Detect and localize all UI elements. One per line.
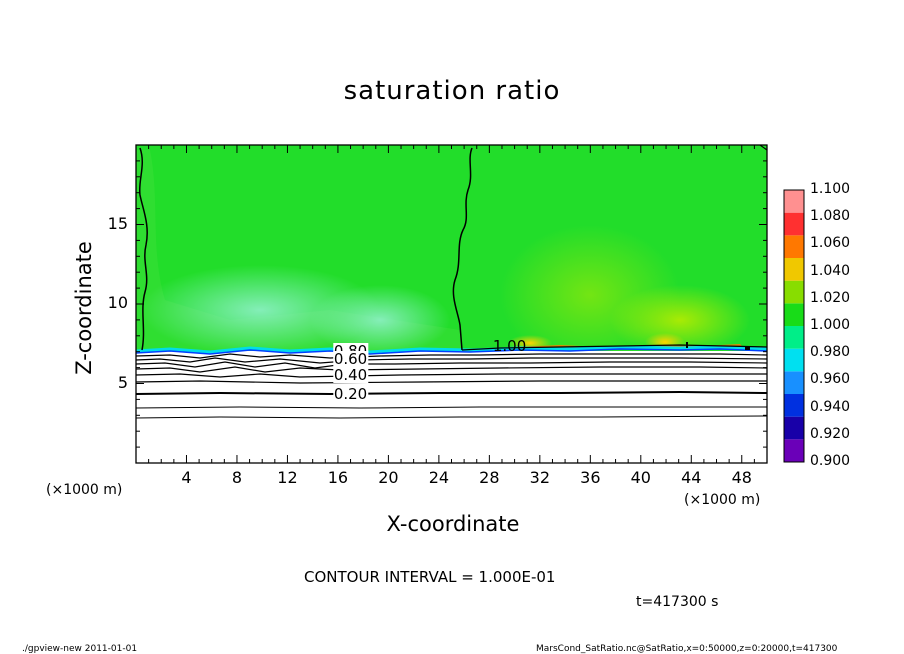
right-yellow-glow-2	[610, 285, 750, 355]
contour-1.00-base	[461, 344, 768, 351]
colorbar-label: 0.980	[810, 344, 851, 361]
contour-1.00-corner	[759, 144, 768, 151]
colorbar-label: 0.960	[810, 371, 851, 388]
colorbar-label: 0.940	[810, 398, 851, 415]
colorbar-label: 1.060	[810, 235, 851, 252]
contour-label: 1.00	[492, 336, 527, 355]
x-tick-label: 48	[731, 468, 752, 487]
colorbar-swatch	[784, 348, 804, 372]
axis-ticks	[136, 145, 767, 463]
colorbar-frame	[783, 189, 805, 463]
colorbar-swatch	[784, 280, 804, 304]
x-unit-label-right: (×1000 m)	[684, 492, 761, 508]
contour-label: 0.60	[332, 349, 369, 368]
contour-interval-text: CONTOUR INTERVAL = 1.000E-01	[304, 568, 556, 586]
x-tick-label: 4	[181, 468, 192, 487]
colorbar-swatch	[784, 439, 804, 462]
x-tick-label: 36	[580, 468, 601, 487]
y-tick-label: 10	[107, 293, 128, 312]
colorbar-swatch	[784, 394, 804, 417]
colorbar	[783, 189, 805, 463]
chart-title: saturation ratio	[343, 76, 561, 106]
colorbar-swatch	[784, 190, 804, 213]
x-unit-label-left: (×1000 m)	[46, 482, 123, 498]
x-tick-label: 32	[529, 468, 551, 487]
cloud-base-blue	[135, 348, 768, 355]
x-tick-label: 8	[231, 468, 243, 487]
contour-label: 0.20	[332, 384, 369, 403]
colorbar-label: 0.920	[810, 425, 851, 442]
x-tick-label: 28	[479, 468, 500, 487]
colorbar-label: 1.020	[810, 289, 851, 306]
footer-file-spec: MarsCond_SatRatio.nc@SatRatio,x=0:50000,…	[536, 644, 838, 654]
x-tick-label: 40	[630, 468, 651, 487]
y-axis-label: Z-coordinate	[72, 241, 96, 375]
x-tick-label: 12	[277, 468, 298, 487]
y-tick-label: 15	[107, 213, 128, 233]
contour-1.00-left	[138, 147, 148, 351]
y-tick-label: 5	[117, 372, 128, 392]
contour-specks	[686, 342, 750, 350]
colorbar-swatch	[784, 303, 804, 326]
footer-program-date: ./gpview-new 2011-01-01	[22, 644, 138, 654]
colorbar-swatch	[784, 212, 804, 236]
time-stamp: t=417300 s	[636, 594, 719, 610]
colorbar-label: 1.080	[810, 208, 851, 225]
colorbar-label: 1.100	[810, 181, 851, 197]
x-tick-label: 16	[327, 468, 349, 487]
colorbar-label: 1.040	[810, 262, 851, 279]
colorbar-swatch	[784, 371, 804, 394]
colorbar-swatch	[784, 416, 804, 440]
cloud-base-cyan	[135, 345, 768, 354]
contour-label: 0.40	[332, 365, 369, 384]
x-tick-label: 20	[378, 468, 399, 487]
x-tick-label: 24	[428, 468, 450, 487]
colorbar-swatch	[784, 235, 804, 258]
x-axis-label: X-coordinate	[386, 512, 520, 536]
colorbar-label: 1.000	[810, 317, 851, 333]
left-cyan-glow-2	[310, 285, 450, 355]
colorbar-swatch	[784, 258, 804, 281]
x-tick-label: 44	[681, 468, 702, 487]
colorbar-label: 0.900	[810, 453, 851, 469]
contour-1.00-middle	[452, 147, 473, 351]
colorbar-swatch	[784, 326, 804, 349]
